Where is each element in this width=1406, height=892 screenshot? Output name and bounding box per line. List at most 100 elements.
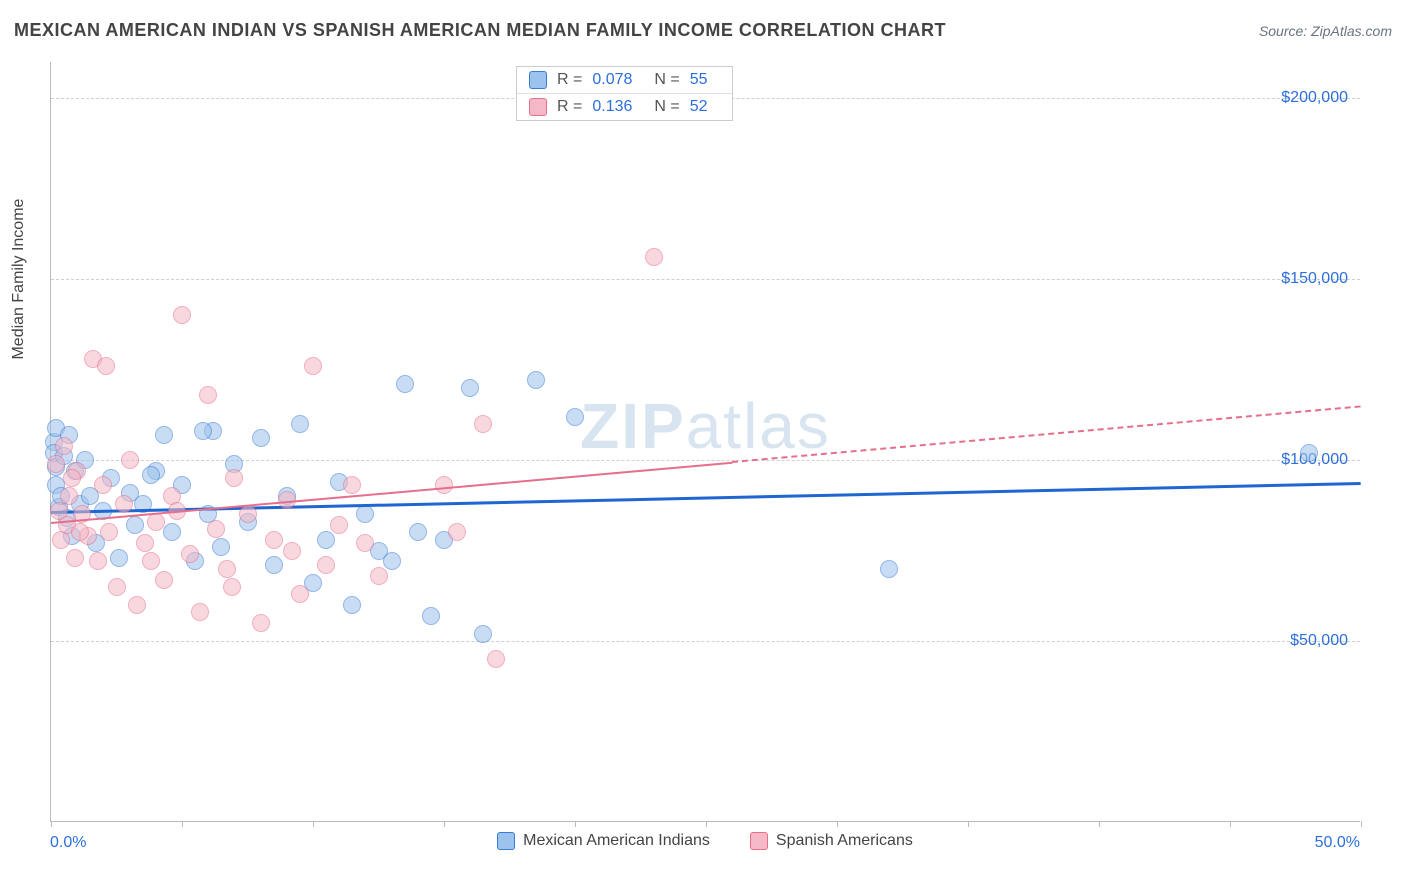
data-point: [108, 578, 126, 596]
data-point: [173, 306, 191, 324]
legend-n-value: 52: [690, 98, 708, 116]
data-point: [207, 520, 225, 538]
x-tick: [706, 821, 707, 827]
data-point: [566, 408, 584, 426]
gridline: [51, 279, 1360, 280]
data-point: [63, 469, 81, 487]
data-point: [487, 650, 505, 668]
data-point: [121, 451, 139, 469]
data-point: [66, 549, 84, 567]
data-point: [343, 476, 361, 494]
data-point: [448, 523, 466, 541]
data-point: [155, 426, 173, 444]
y-axis-title: Median Family Income: [10, 199, 28, 360]
data-point: [409, 523, 427, 541]
legend-series-label: Spanish Americans: [776, 832, 913, 850]
data-point: [435, 476, 453, 494]
data-point: [128, 596, 146, 614]
x-tick: [968, 821, 969, 827]
data-point: [60, 487, 78, 505]
data-point: [265, 556, 283, 574]
data-point: [115, 495, 133, 513]
data-point: [218, 560, 236, 578]
legend-r-value: 0.078: [592, 71, 632, 89]
data-point: [1300, 444, 1318, 462]
legend-n-label: N =: [654, 98, 679, 116]
data-point: [97, 357, 115, 375]
data-point: [645, 248, 663, 266]
legend-series-label: Mexican American Indians: [523, 832, 710, 850]
data-point: [223, 578, 241, 596]
gridline: [51, 460, 1360, 461]
data-point: [199, 386, 217, 404]
data-point: [89, 552, 107, 570]
data-point: [304, 357, 322, 375]
data-point: [252, 614, 270, 632]
legend-r-label: R =: [557, 98, 582, 116]
data-point: [474, 625, 492, 643]
data-point: [100, 523, 118, 541]
x-tick: [1099, 821, 1100, 827]
data-point: [527, 371, 545, 389]
x-tick: [575, 821, 576, 827]
data-point: [317, 556, 335, 574]
legend-swatch: [529, 98, 547, 116]
data-point: [474, 415, 492, 433]
data-point: [880, 560, 898, 578]
legend-r-label: R =: [557, 71, 582, 89]
data-point: [283, 542, 301, 560]
data-point: [291, 585, 309, 603]
data-point: [265, 531, 283, 549]
y-tick-label: $200,000: [1281, 89, 1348, 107]
data-point: [370, 567, 388, 585]
legend-row: R = 0.136 N = 52: [517, 94, 732, 120]
legend-row: R = 0.078 N = 55: [517, 67, 732, 94]
x-tick: [444, 821, 445, 827]
data-point: [396, 375, 414, 393]
data-point: [126, 516, 144, 534]
plot-area: ZIPatlas R = 0.078 N = 55 R = 0.136 N = 52 $50,…: [50, 62, 1360, 822]
data-point: [181, 545, 199, 563]
trend-line: [732, 406, 1361, 464]
data-point: [163, 523, 181, 541]
legend-swatch: [497, 832, 515, 850]
data-point: [225, 469, 243, 487]
data-point: [343, 596, 361, 614]
data-point: [155, 571, 173, 589]
legend-bottom-item: Spanish Americans: [750, 832, 913, 850]
data-point: [55, 437, 73, 455]
gridline: [51, 641, 1360, 642]
x-tick: [313, 821, 314, 827]
watermark: ZIPatlas: [580, 389, 831, 463]
legend-n-label: N =: [654, 71, 679, 89]
x-tick: [182, 821, 183, 827]
data-point: [142, 552, 160, 570]
data-point: [383, 552, 401, 570]
y-tick-label: $150,000: [1281, 270, 1348, 288]
data-point: [252, 429, 270, 447]
data-point: [317, 531, 335, 549]
data-point: [94, 476, 112, 494]
legend-bottom: Mexican American Indians Spanish American…: [50, 832, 1360, 850]
legend-swatch: [529, 71, 547, 89]
legend-r-value: 0.136: [592, 98, 632, 116]
data-point: [71, 523, 89, 541]
data-point: [330, 516, 348, 534]
legend-top: R = 0.078 N = 55 R = 0.136 N = 52: [516, 66, 733, 121]
x-tick: [51, 821, 52, 827]
data-point: [110, 549, 128, 567]
data-point: [356, 534, 374, 552]
legend-n-value: 55: [690, 71, 708, 89]
data-point: [191, 603, 209, 621]
x-tick: [1230, 821, 1231, 827]
y-tick-label: $50,000: [1290, 632, 1348, 650]
data-point: [142, 466, 160, 484]
source-label: Source: ZipAtlas.com: [1259, 23, 1392, 39]
data-point: [461, 379, 479, 397]
data-point: [291, 415, 309, 433]
data-point: [136, 534, 154, 552]
data-point: [194, 422, 212, 440]
data-point: [212, 538, 230, 556]
data-point: [356, 505, 374, 523]
x-tick: [1361, 821, 1362, 827]
